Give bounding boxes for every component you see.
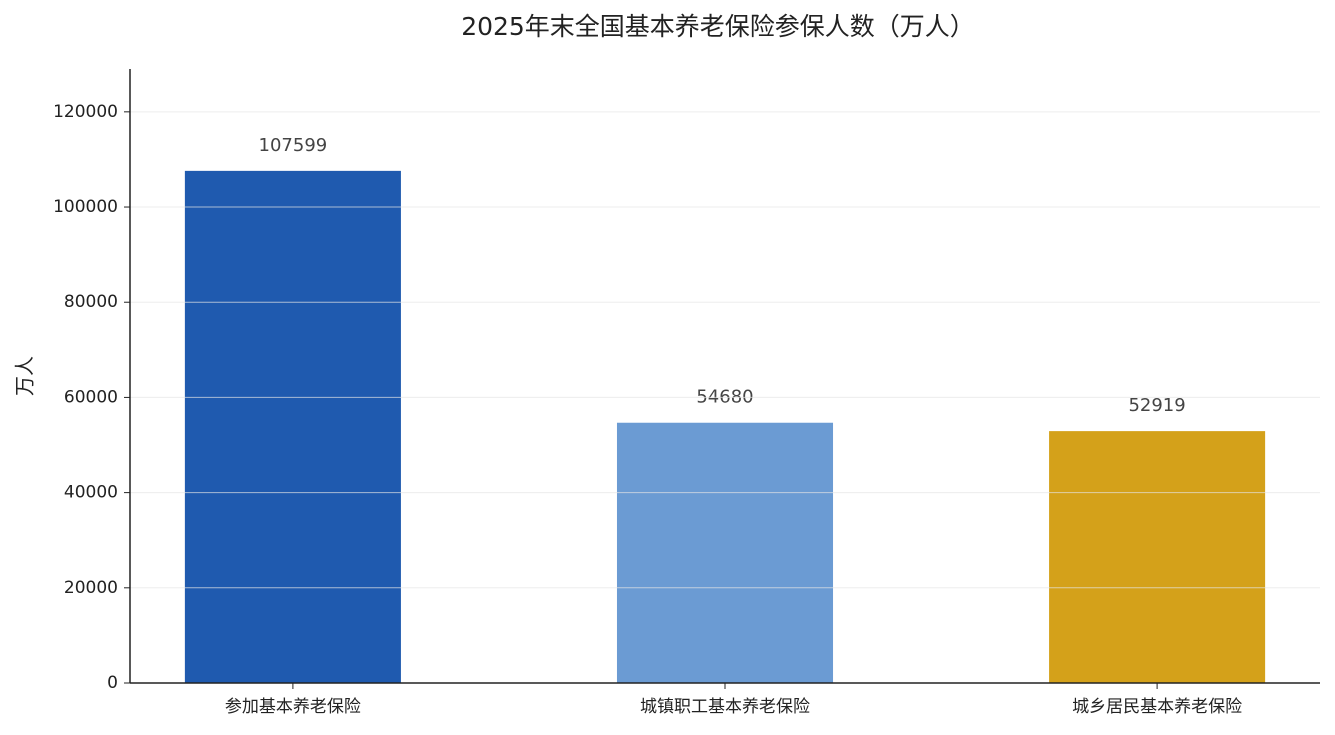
bar	[616, 422, 834, 683]
y-tick-label: 80000	[64, 292, 118, 312]
x-tick-label: 城镇职工基本养老保险	[640, 697, 810, 717]
y-tick-label: 20000	[64, 578, 118, 598]
y-tick-label: 100000	[53, 197, 118, 217]
y-tick-label: 0	[107, 673, 118, 693]
y-tick-label: 60000	[64, 387, 118, 407]
x-tick-label: 参加基本养老保险	[225, 697, 361, 717]
x-tick-label: 城乡居民基本养老保险	[1072, 697, 1242, 717]
bar	[184, 170, 401, 683]
y-tick-label: 40000	[64, 483, 118, 503]
y-tick-label: 120000	[53, 102, 118, 122]
bar	[1049, 431, 1266, 683]
y-axis-label: 万人	[13, 356, 37, 396]
value-label: 107599	[259, 135, 328, 156]
chart-title: 2025年末全国基本养老保险参保人数（万人）	[461, 12, 975, 41]
value-label: 52919	[1128, 395, 1185, 416]
